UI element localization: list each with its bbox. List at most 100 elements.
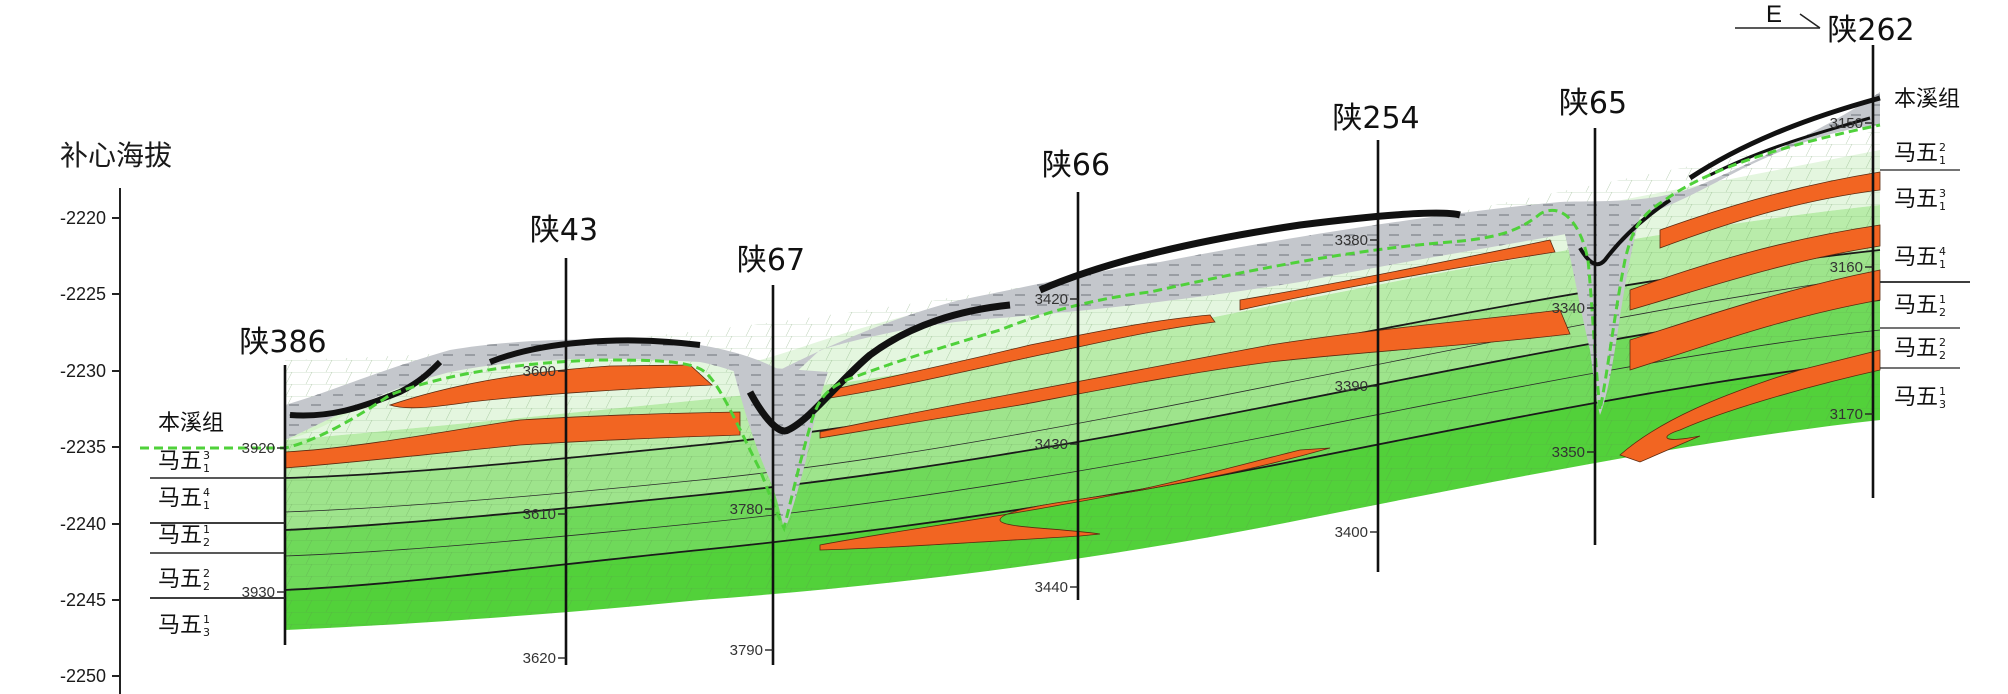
layer-label: 马五 12 (1894, 293, 1946, 319)
y-tick-label: -2235 (60, 437, 106, 457)
coal-seam-2 (488, 337, 701, 365)
well: 陕65 3340 3350 (1552, 86, 1627, 545)
well: 陕66 3420 3430 3440 (1035, 148, 1110, 600)
depth-label: 3380 (1335, 232, 1368, 249)
direction-marker: E (1735, 1, 1821, 29)
layer-label: 马五 31 (158, 449, 210, 475)
coal-seam-7 (1709, 116, 1871, 177)
well-name: 陕262 (1827, 13, 1914, 48)
well-name: 陕43 (530, 213, 598, 248)
depth-label: 3920 (242, 440, 275, 457)
orange-bed-6 (819, 447, 1331, 551)
layer-label: 马五 13 (1894, 385, 1946, 411)
coal-seam-6 (1688, 95, 1881, 181)
direction-label: E (1766, 1, 1782, 28)
depth-label: 3390 (1335, 378, 1368, 395)
orange-bed-7 (1629, 269, 1881, 371)
layer-superscript: 4 (1939, 245, 1946, 258)
layer-subscript: 2 (1939, 306, 1946, 319)
layer-name: 本溪组 (1894, 87, 1960, 112)
well: 陕43 3600 3610 3620 (523, 213, 598, 667)
orange-bed-9 (1659, 171, 1881, 249)
coal-seams (289, 95, 1881, 435)
well-name: 陕386 (239, 325, 326, 360)
layer-name: 马五 (158, 567, 202, 592)
well-name: 陕254 (1332, 101, 1419, 136)
y-tick-label: -2230 (60, 361, 106, 381)
right-reference-lines (1880, 169, 1970, 369)
coal-seam-4 (1038, 209, 1461, 294)
depth-label: 3610 (523, 506, 556, 523)
y-axis-title: 补心海拔 (60, 139, 172, 172)
unconformity-line (140, 123, 1881, 533)
layer-subscript: 3 (203, 626, 210, 639)
layer-superscript: 2 (1939, 141, 1946, 154)
depth-label: 3170 (1830, 406, 1863, 423)
depth-label: 3440 (1035, 579, 1068, 596)
y-tick-label: -2225 (60, 284, 106, 304)
y-tick-label: -2220 (60, 208, 106, 228)
orange-bed-4 (829, 314, 1216, 399)
layer-subscript: 2 (203, 536, 210, 549)
layer-superscript: 1 (1939, 293, 1946, 306)
depth-label: 3790 (730, 642, 763, 659)
depth-label: 3160 (1830, 259, 1863, 276)
orange-bed-1 (284, 411, 741, 469)
layer-label: 本溪组 (1894, 87, 1960, 112)
layer-superscript: 1 (203, 613, 210, 626)
depth-label: 3150 (1830, 115, 1863, 132)
y-tick-label: -2240 (60, 514, 106, 534)
layer-label: 马五 12 (158, 523, 210, 549)
orange-bed-3 (819, 309, 1571, 439)
orange-bed-8 (1629, 224, 1881, 311)
orange-bed-10 (1619, 349, 1881, 463)
layer-name: 马五 (1894, 187, 1938, 212)
layer-label: 马五 22 (1894, 336, 1946, 362)
benxi-pattern (285, 92, 1880, 440)
layer-name: 马五 (158, 613, 202, 638)
layer-superscript: 4 (203, 486, 210, 499)
depth-label: 3930 (242, 584, 275, 601)
boundary-line-5 (284, 329, 1881, 557)
well: 陕254 3380 3390 3400 (1332, 101, 1420, 572)
depth-label: 3400 (1335, 524, 1368, 541)
coal-seam-3 (746, 301, 1011, 435)
layer-label: 马五 41 (158, 486, 210, 512)
depth-label: 3620 (523, 650, 556, 667)
orange-bed-2 (388, 364, 713, 409)
layer-superscript: 3 (203, 449, 210, 462)
layer-subscript: 1 (1939, 258, 1946, 271)
y-axis: 补心海拔 -2220 -2225 -2230 -2235 -2240 -2245 -2250 (60, 139, 172, 694)
layer-label: 马五 13 (158, 613, 210, 639)
layer-label: 马五 21 (1894, 141, 1946, 167)
layer-subscript: 2 (1939, 349, 1946, 362)
layer-name: 马五 (1894, 141, 1938, 166)
coal-seam-5 (1578, 198, 1672, 267)
orange-bed-5 (1239, 239, 1556, 311)
y-tick-label: -2250 (60, 666, 106, 686)
layer-subscript: 1 (1939, 154, 1946, 167)
left-reference-lines (150, 477, 285, 599)
layer-superscript: 1 (1939, 385, 1946, 398)
well-name: 陕66 (1042, 148, 1110, 183)
layer-superscript: 1 (203, 523, 210, 536)
depth-label: 3430 (1035, 436, 1068, 453)
y-tick-label: -2245 (60, 590, 106, 610)
layer-name: 本溪组 (158, 411, 224, 436)
layer-label: 马五 22 (158, 567, 210, 593)
layer-name: 马五 (1894, 336, 1938, 361)
depth-label: 3420 (1035, 291, 1068, 308)
layer-subscript: 1 (1939, 200, 1946, 213)
y-axis-ticks: -2220 -2225 -2230 -2235 -2240 -2245 -2250 (60, 208, 120, 686)
layer-name: 马五 (158, 523, 202, 548)
layer-label: 本溪组 (158, 411, 224, 436)
layer-superscript: 3 (1939, 187, 1946, 200)
layer-superscript: 2 (203, 567, 210, 580)
well-name: 陕65 (1559, 86, 1627, 121)
layer-label: 马五 41 (1894, 245, 1946, 271)
well-name: 陕67 (737, 243, 805, 278)
layer-label: 马五 31 (1894, 187, 1946, 213)
